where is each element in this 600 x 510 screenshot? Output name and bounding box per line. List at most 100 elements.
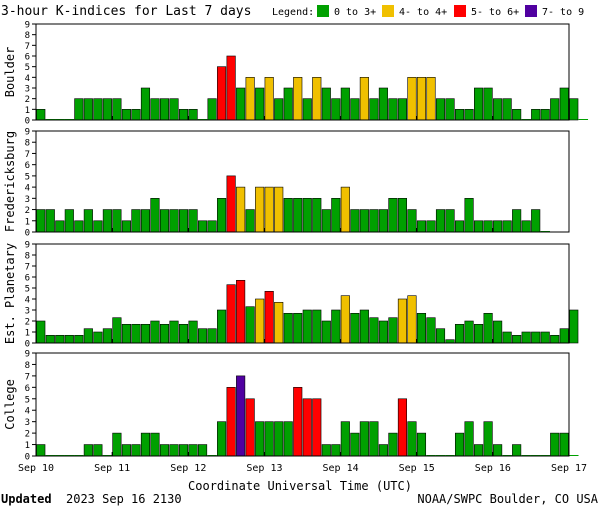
bar <box>388 432 398 457</box>
y-tick-label: 3 <box>25 418 30 428</box>
bar <box>236 87 246 121</box>
bar <box>121 323 131 344</box>
y-tick-label: 7 <box>25 42 30 52</box>
bar <box>169 320 179 344</box>
bar <box>140 87 151 121</box>
y-tick-label: 3 <box>25 195 30 205</box>
y-tick-label: 0 <box>25 340 30 350</box>
bar <box>112 317 122 344</box>
bar <box>178 109 189 121</box>
y-tick-label: 5 <box>25 63 30 73</box>
bar <box>207 98 217 121</box>
x-tick-label: Sep 14 <box>323 463 359 474</box>
bar <box>150 432 160 457</box>
bar <box>217 198 227 233</box>
panel-frame <box>35 352 570 457</box>
bar <box>255 87 265 121</box>
bar <box>274 186 284 233</box>
x-tick-label: Sep 17 <box>551 463 587 474</box>
y-tick-label: 9 <box>25 241 30 251</box>
bar <box>531 209 541 233</box>
y-tick-label: 1 <box>25 217 30 227</box>
bar <box>312 398 322 457</box>
bar <box>74 98 84 121</box>
bar <box>378 209 388 233</box>
bar <box>493 98 503 121</box>
x-tick-label: Sep 16 <box>475 463 511 474</box>
bar <box>302 309 312 344</box>
bar <box>302 198 312 233</box>
bar <box>236 279 246 344</box>
bar <box>454 109 465 121</box>
x-tick-label: Sep 12 <box>170 463 206 474</box>
bar <box>435 328 446 344</box>
bar <box>369 317 379 344</box>
panel-frame <box>35 130 570 233</box>
bar <box>293 312 303 344</box>
bar <box>350 432 360 457</box>
bar <box>226 175 236 233</box>
bar <box>321 320 331 344</box>
source-credit: NOAA/SWPC Boulder, CO USA <box>417 492 598 506</box>
bar <box>416 432 427 457</box>
bar <box>435 98 446 121</box>
bar <box>312 309 322 344</box>
bar <box>397 298 407 344</box>
legend-entry-0: 0 to 3+ <box>334 7 376 18</box>
bar <box>407 209 417 233</box>
bar <box>464 109 474 121</box>
bar <box>550 432 560 457</box>
bar <box>93 444 103 457</box>
bar <box>445 209 455 233</box>
legend-entry-2: 5- to 6+ <box>471 7 519 18</box>
bar <box>217 421 227 457</box>
bar <box>45 209 55 233</box>
bar <box>340 87 350 121</box>
bar <box>512 334 522 344</box>
bar <box>521 220 531 233</box>
y-tick-label: 6 <box>25 274 30 284</box>
bar <box>474 220 484 233</box>
bar <box>255 298 265 344</box>
bar <box>245 398 255 457</box>
bar <box>407 295 417 344</box>
panel-label: Est. Planetary <box>3 243 17 344</box>
bar <box>140 432 151 457</box>
y-tick-label: 6 <box>25 53 30 63</box>
bar <box>293 387 303 457</box>
x-axis-label: Coordinate Universal Time (UTC) <box>188 479 412 493</box>
bar <box>207 328 217 344</box>
legend-label: Legend: <box>272 7 314 18</box>
bar <box>474 444 484 457</box>
bar <box>416 312 427 344</box>
y-tick-label: 1 <box>25 106 30 116</box>
bar <box>474 323 484 344</box>
x-axis-ticks: Sep 10 Sep 11 Sep 12 Sep 13 Sep 14 Sep 15 Sep … <box>18 463 587 474</box>
bar <box>407 77 417 121</box>
bar <box>140 209 151 233</box>
bar <box>283 87 293 121</box>
y-tick-label: 8 <box>25 252 30 262</box>
bar <box>93 220 103 233</box>
panel-label: Fredericksburg <box>3 131 17 232</box>
bar <box>198 444 208 457</box>
bar <box>226 284 236 344</box>
y-tick-label: 7 <box>25 372 30 382</box>
bar <box>121 109 131 121</box>
bar <box>321 209 331 233</box>
bar <box>178 209 189 233</box>
legend-swatch-1 <box>382 5 394 17</box>
panel-label: College <box>3 379 17 430</box>
bar <box>388 317 398 344</box>
bar <box>340 295 350 344</box>
bar <box>293 77 303 121</box>
bar <box>159 444 170 457</box>
y-tick-label: 8 <box>25 139 30 149</box>
bar <box>512 444 522 457</box>
bar <box>359 309 369 344</box>
legend-swatch-0 <box>317 5 329 17</box>
bar <box>83 209 93 233</box>
bar <box>388 98 398 121</box>
